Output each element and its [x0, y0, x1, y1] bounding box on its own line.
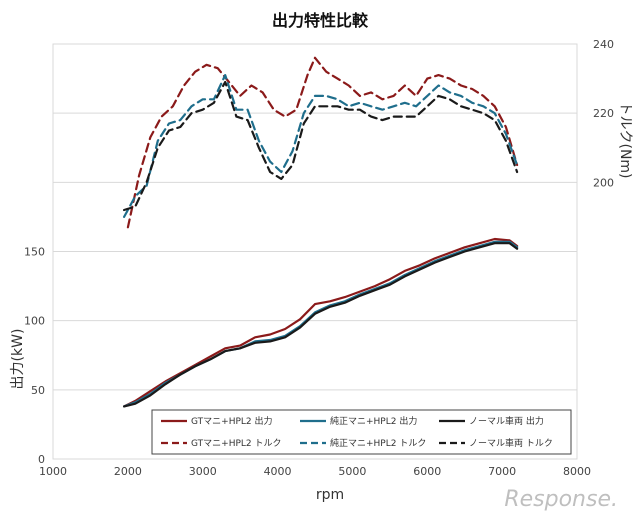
- x-tick-label: 4000: [264, 465, 292, 478]
- series-line-6: [122, 80, 519, 212]
- legend-label: GTマニ+HPL2 トルク: [191, 438, 282, 449]
- legend: GTマニ+HPL2 出力 純正マニ+HPL2 出力 ノーマル車両 出力 GTマニ+HP…: [151, 409, 572, 455]
- y2-tick-label: 220: [593, 107, 614, 120]
- y-tick-label: 150: [24, 246, 45, 259]
- series-line-1: [122, 237, 519, 408]
- y-tick-label: 50: [31, 384, 45, 397]
- legend-label: 純正マニ+HPL2 出力: [330, 415, 417, 427]
- x-axis-title: rpm: [316, 487, 344, 503]
- y-tick-label: 0: [38, 453, 45, 466]
- legend-label: ノーマル車両 出力: [469, 415, 544, 427]
- watermark-logo: Response.: [504, 487, 618, 512]
- chart-title: 出力特性比較: [272, 11, 369, 30]
- x-tick-label: 6000: [413, 465, 441, 478]
- y-axis-title: 出力(kW): [10, 329, 26, 390]
- series-line-4: [126, 56, 519, 229]
- x-tick-label: 1000: [39, 465, 67, 478]
- y2-tick-label: 200: [593, 176, 614, 189]
- series-layer: [122, 56, 519, 408]
- x-tick-label: 5000: [338, 465, 366, 478]
- y2-axis-title: トルク(Nm): [617, 101, 633, 178]
- x-tick-label: 7000: [488, 465, 516, 478]
- tick-labels: 1000 2000 3000 4000 5000 6000 7000 8000 0 50 100 15…: [24, 38, 614, 478]
- x-tick-label: 2000: [114, 465, 142, 478]
- grid: [53, 112, 577, 391]
- legend-label: ノーマル車両 トルク: [469, 437, 553, 449]
- y2-tick-label: 240: [593, 38, 614, 51]
- series-line-5: [122, 73, 519, 218]
- x-tick-label: 3000: [189, 465, 217, 478]
- legend-label: 純正マニ+HPL2 トルク: [330, 437, 426, 449]
- series-line-3: [122, 242, 519, 408]
- x-tick-label: 8000: [563, 465, 591, 478]
- y-tick-label: 100: [24, 315, 45, 328]
- legend-box: [151, 409, 572, 455]
- legend-label: GTマニ+HPL2 出力: [191, 415, 273, 427]
